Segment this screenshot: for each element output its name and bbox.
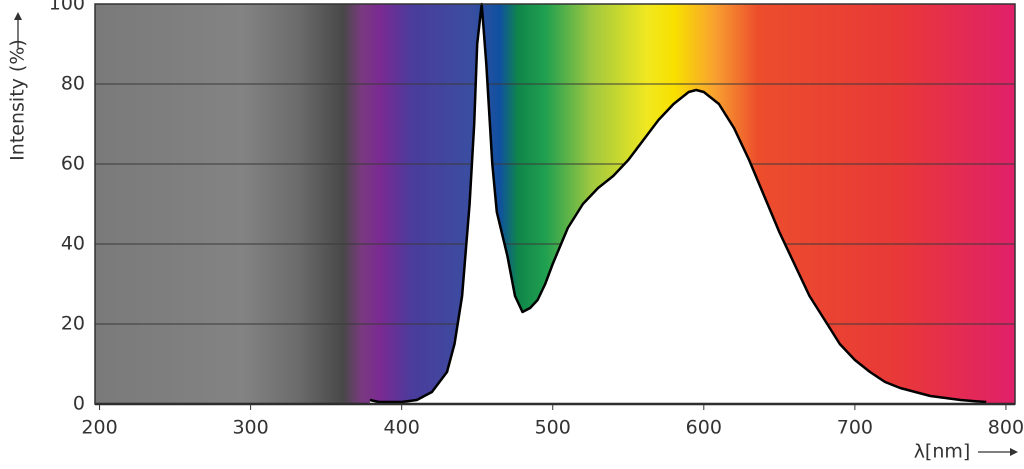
y-tick-label: 60: [61, 153, 85, 175]
y-axis-title: Intensity (%): [7, 39, 29, 161]
x-tick-label: 500: [535, 417, 571, 439]
x-axis-title: λ[nm]: [914, 441, 971, 463]
x-tick-label: 600: [686, 417, 722, 439]
y-tick-label: 0: [73, 393, 85, 415]
y-tick-label: 20: [61, 313, 85, 335]
y-axis-arrowhead: [14, 12, 22, 20]
y-tick-label: 40: [61, 233, 85, 255]
plot-frame: [94, 3, 1016, 405]
y-tick-label: 80: [61, 73, 85, 95]
x-tick-label: 300: [232, 417, 268, 439]
x-tick-label: 800: [988, 417, 1024, 439]
spectrum-line: [369, 2, 987, 404]
x-tick-label: 400: [384, 417, 420, 439]
x-tick-label: 200: [81, 417, 117, 439]
x-tick-label: 700: [837, 417, 873, 439]
x-axis-arrowhead: [1010, 448, 1018, 456]
y-tick-label: 100: [49, 0, 85, 15]
area-fill: [369, 4, 987, 404]
